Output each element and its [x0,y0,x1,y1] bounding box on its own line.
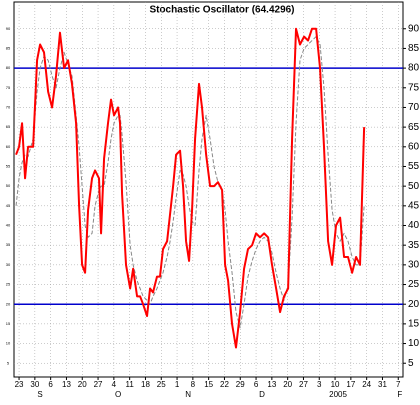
x-tick-label: 29 [236,380,245,389]
chart-title: Stochastic Oscillator (64.4296) [149,5,294,16]
month-label: O [115,390,121,399]
y-tick-label: 55 [408,161,420,172]
y-tick-label: 20 [408,299,420,310]
y-tick-label-left: 5 [7,360,10,365]
month-label: S [37,390,42,399]
y-tick-label: 15 [408,319,420,330]
y-tick-label: 25 [408,279,420,290]
x-tick-label: 6 [48,380,53,389]
y-tick-label-left: 70 [6,105,11,110]
x-tick-label: 27 [299,380,308,389]
y-tick-label-left: 50 [6,183,11,188]
y-tick-label-left: 35 [6,242,11,247]
y-tick-label: 80 [408,63,420,74]
x-tick-label: 30 [30,380,39,389]
x-tick-label: 11 [126,380,135,389]
x-tick-label: 3 [317,380,322,389]
y-tick-label: 85 [408,43,420,54]
y-tick-label: 70 [408,102,420,113]
y-tick-label-left: 20 [6,301,11,306]
y-tick-label: 30 [408,259,420,270]
y-tick-label: 90 [408,23,420,34]
y-tick-label: 50 [408,181,420,192]
y-tick-label-left: 75 [6,85,11,90]
y-tick-label: 5 [408,358,414,369]
y-tick-label: 65 [408,122,420,133]
x-tick-label: 6 [254,380,259,389]
y-tick-label-left: 60 [6,144,11,149]
x-tick-label: 1 [175,380,180,389]
x-tick-label: 24 [362,380,371,389]
x-tick-label: 13 [267,380,276,389]
month-label: F [397,390,402,399]
y-tick-label-left: 80 [6,65,11,70]
x-tick-label: 20 [78,380,87,389]
month-label: N [185,390,191,399]
series-line [15,36,365,329]
x-tick-label: 7 [396,380,401,389]
x-tick-label: 25 [157,380,166,389]
y-tick-label: 40 [408,220,420,231]
y-tick-label: 45 [408,200,420,211]
x-tick-label: 17 [346,380,355,389]
y-tick-label: 10 [408,338,420,349]
y-tick-label-left: 55 [6,164,11,169]
x-tick-label: 23 [15,380,24,389]
y-tick-label-left: 45 [6,203,11,208]
x-tick-label: 31 [378,380,387,389]
y-tick-label: 75 [408,82,420,93]
x-tick-label: 27 [94,380,103,389]
y-tick-label-left: 30 [6,262,11,267]
y-tick-label-left: 40 [6,223,11,228]
month-label: 2005 [329,390,347,399]
y-tick-label-left: 25 [6,282,11,287]
y-tick-label-left: 10 [6,341,11,346]
y-tick-label-left: 85 [6,45,11,50]
x-tick-label: 20 [283,380,292,389]
x-tick-label: 8 [191,380,196,389]
x-tick-label: 13 [62,380,71,389]
month-label: D [259,390,265,399]
y-tick-label-left: 65 [6,124,11,129]
x-tick-label: 22 [220,380,229,389]
y-tick-label-left: 15 [6,321,11,326]
x-tick-label: 15 [204,380,213,389]
y-tick-label: 35 [408,240,420,251]
series-line [15,27,366,349]
x-tick-label: 10 [331,380,340,389]
y-tick-label-left: 90 [6,26,11,31]
x-tick-label: 4 [112,380,117,389]
y-tick-label: 60 [408,141,420,152]
x-tick-label: 18 [141,380,150,389]
